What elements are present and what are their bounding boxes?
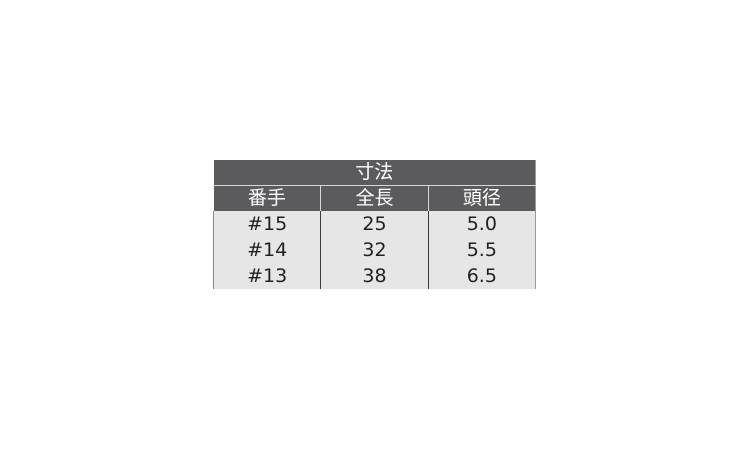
table-row: #13 38 6.5 xyxy=(212,263,537,289)
header-size: 番手 xyxy=(213,185,321,211)
table-row: #14 32 5.5 xyxy=(212,237,537,263)
cell-size: #13 xyxy=(212,263,321,289)
cell-head-diameter: 5.0 xyxy=(427,211,537,237)
header-length: 全長 xyxy=(320,185,429,211)
dimensions-table: 寸法 番手 全長 頭径 #15 25 5.0 #14 32 5.5 #13 38… xyxy=(212,160,537,289)
table-title: 寸法 xyxy=(213,160,536,186)
cell-length: 32 xyxy=(320,237,429,263)
header-head-diameter: 頭径 xyxy=(427,185,537,211)
cell-size: #15 xyxy=(212,211,321,237)
table-row: #15 25 5.0 xyxy=(212,211,537,237)
cell-head-diameter: 6.5 xyxy=(427,263,537,289)
cell-head-diameter: 5.5 xyxy=(427,237,537,263)
cell-size: #14 xyxy=(212,237,321,263)
cell-length: 25 xyxy=(320,211,429,237)
cell-length: 38 xyxy=(320,263,429,289)
